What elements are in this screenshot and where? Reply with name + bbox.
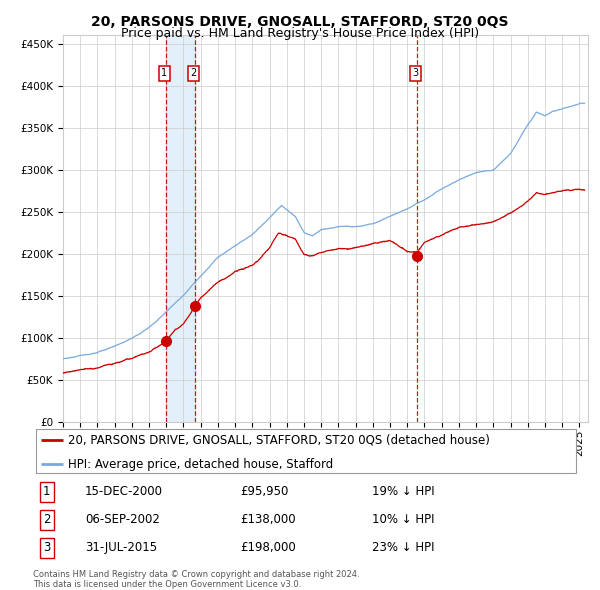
Text: 3: 3 (413, 68, 419, 78)
Text: 10% ↓ HPI: 10% ↓ HPI (371, 513, 434, 526)
Text: 2: 2 (43, 513, 50, 526)
Text: £138,000: £138,000 (241, 513, 296, 526)
Bar (166, 35, 195, 422)
Text: Price paid vs. HM Land Registry's House Price Index (HPI): Price paid vs. HM Land Registry's House … (121, 27, 479, 40)
FancyBboxPatch shape (36, 429, 576, 473)
Text: 31-JUL-2015: 31-JUL-2015 (85, 541, 157, 554)
Text: 3: 3 (43, 541, 50, 554)
Text: 15-DEC-2000: 15-DEC-2000 (85, 486, 163, 499)
Text: £95,950: £95,950 (241, 486, 289, 499)
Text: 1: 1 (43, 486, 50, 499)
Text: 20, PARSONS DRIVE, GNOSALL, STAFFORD, ST20 0QS (detached house): 20, PARSONS DRIVE, GNOSALL, STAFFORD, ST… (68, 433, 490, 446)
Text: 23% ↓ HPI: 23% ↓ HPI (371, 541, 434, 554)
Text: 2: 2 (191, 68, 197, 78)
Text: Contains HM Land Registry data © Crown copyright and database right 2024.
This d: Contains HM Land Registry data © Crown c… (33, 570, 359, 589)
Text: 20, PARSONS DRIVE, GNOSALL, STAFFORD, ST20 0QS: 20, PARSONS DRIVE, GNOSALL, STAFFORD, ST… (91, 15, 509, 29)
Text: HPI: Average price, detached house, Stafford: HPI: Average price, detached house, Staf… (68, 458, 334, 471)
Text: £198,000: £198,000 (241, 541, 296, 554)
Text: 1: 1 (161, 68, 167, 78)
Text: 06-SEP-2002: 06-SEP-2002 (85, 513, 160, 526)
Text: 19% ↓ HPI: 19% ↓ HPI (371, 486, 434, 499)
